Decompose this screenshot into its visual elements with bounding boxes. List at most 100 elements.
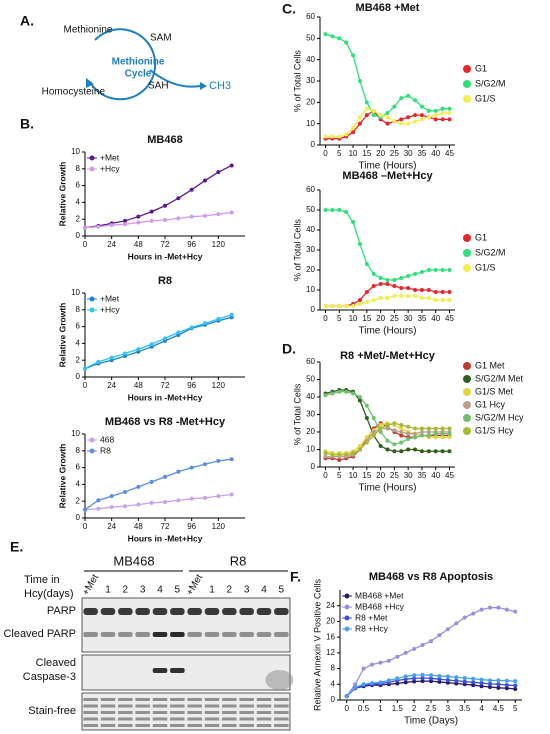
x-tick-label: 72: [161, 240, 170, 249]
series-line: [325, 391, 450, 445]
data-point: [440, 435, 445, 440]
data-point: [447, 435, 452, 440]
data-point: [412, 673, 417, 678]
data-point: [353, 682, 358, 687]
x-axis-label: Hours in -Met+Hcy: [128, 392, 203, 402]
data-point: [109, 505, 114, 510]
chart-title: R8 +Met/-Met+Hcy: [340, 350, 436, 362]
data-point: [440, 431, 445, 436]
x-tick-label: 3.5: [459, 704, 471, 713]
data-point: [385, 111, 390, 115]
y-tick-label: 4: [331, 679, 336, 688]
x-axis-label: Time (Days): [404, 716, 458, 727]
data-point: [399, 117, 404, 122]
data-point: [487, 605, 492, 610]
data-point: [433, 113, 438, 118]
y-tick-label: 2: [76, 496, 81, 505]
data-point: [385, 282, 390, 286]
band: [152, 704, 168, 708]
data-point: [96, 498, 101, 503]
panel-label: D.: [282, 341, 296, 357]
x-tick-label: 30: [404, 149, 413, 158]
band: [256, 704, 272, 708]
data-point: [440, 449, 445, 454]
band: [204, 698, 220, 701]
data-point: [229, 163, 234, 168]
row-label: PARP: [47, 605, 76, 617]
data-point: [496, 682, 501, 687]
y-tick-label: 8: [76, 164, 81, 173]
data-point: [440, 298, 445, 302]
data-point: [337, 452, 342, 457]
band: [135, 724, 150, 727]
y-tick-label: 20: [326, 617, 335, 626]
data-point: [447, 268, 452, 272]
x-tick-label: 40: [431, 471, 440, 480]
data-point: [437, 674, 442, 679]
cycle-arrow: [89, 28, 157, 101]
lane-label: 1: [209, 585, 215, 596]
band: [100, 711, 116, 714]
x-tick-label: 25: [390, 471, 399, 480]
x-tick-label: 48: [134, 240, 143, 249]
band: [239, 717, 254, 721]
data-point: [440, 426, 445, 431]
data-point: [229, 210, 234, 215]
legend-label: +Hcy: [100, 304, 120, 314]
band: [187, 717, 202, 721]
x-tick-label: 35: [417, 314, 426, 323]
data-point: [426, 430, 431, 434]
band: [135, 698, 150, 701]
lane-label: 3: [244, 585, 250, 596]
data-point: [330, 452, 335, 457]
x-tick-label: 72: [161, 522, 170, 531]
data-point: [440, 117, 445, 122]
data-point: [487, 681, 492, 686]
data-point: [378, 660, 383, 665]
data-point: [471, 611, 476, 616]
band: [222, 698, 237, 701]
y-tick-label: 10: [71, 288, 80, 297]
x-tick-label: 72: [161, 381, 170, 390]
data-point: [496, 605, 501, 610]
x-tick-label: 1: [378, 704, 383, 713]
data-point: [403, 650, 408, 655]
data-point: [385, 423, 390, 427]
x-tick-label: 15: [362, 471, 371, 480]
data-point: [189, 214, 194, 219]
data-point: [123, 351, 127, 356]
data-point: [479, 681, 484, 686]
data-point: [429, 639, 433, 644]
y-tick-label: 10: [71, 147, 80, 156]
x-tick-label: 35: [417, 471, 426, 480]
band: [152, 698, 168, 701]
data-point: [229, 312, 234, 317]
arrowhead: [86, 78, 94, 88]
data-point: [203, 178, 207, 183]
data-point: [426, 108, 431, 113]
data-point: [203, 213, 207, 218]
data-point: [364, 113, 369, 118]
data-point: [429, 673, 433, 678]
data-point: [364, 262, 369, 266]
data-point: [337, 134, 342, 139]
data-point: [454, 621, 459, 626]
data-point: [364, 300, 369, 304]
legend-label: +Met: [100, 293, 120, 303]
data-point: [361, 666, 366, 671]
lane-label: 3: [140, 585, 146, 596]
y-tick-label: 4: [76, 480, 81, 489]
band: [222, 704, 237, 708]
band: [170, 632, 185, 637]
data-point: [406, 121, 411, 126]
data-point: [109, 223, 114, 228]
band: [135, 711, 150, 714]
data-point: [351, 451, 356, 455]
data-point: [364, 416, 369, 420]
chart-title: MB468 –Met+Hcy: [342, 170, 433, 182]
x-tick-label: 0: [323, 471, 328, 480]
legend-label: S/G2/M: [475, 78, 506, 88]
x-tick-label: 40: [431, 314, 440, 323]
data-point: [395, 681, 400, 686]
